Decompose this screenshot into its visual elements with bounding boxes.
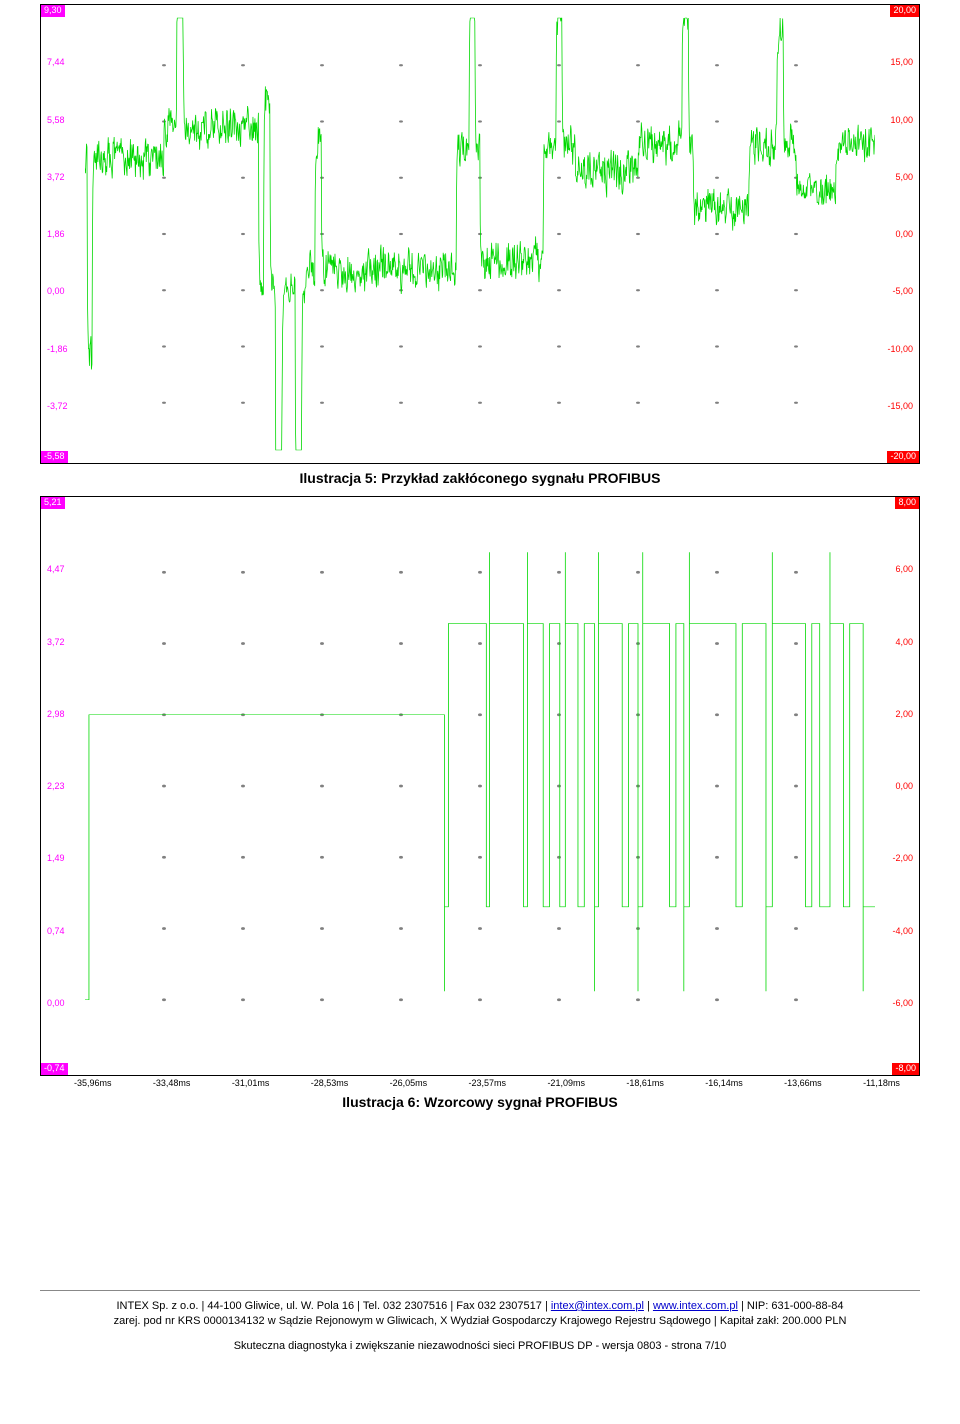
axis-tick-label: 10,00	[890, 115, 913, 125]
chart1-bottom-right-box: -20,00	[887, 451, 919, 463]
chart1-bottom-left-box: -5,58	[41, 451, 68, 463]
axis-tick-label: 5,58	[47, 115, 65, 125]
axis-tick-label: -21,09ms	[547, 1078, 585, 1088]
axis-tick-label: 4,00	[895, 637, 913, 647]
footer-email-link[interactable]: intex@intex.com.pl	[551, 1300, 644, 1312]
chart2-bottom-left-box: -0,74	[41, 1063, 68, 1075]
axis-tick-label: 7,44	[47, 57, 65, 67]
axis-tick-label: 1,86	[47, 229, 65, 239]
axis-tick-label: 15,00	[890, 57, 913, 67]
axis-tick-label: -15,00	[887, 401, 913, 411]
axis-tick-label: -33,48ms	[153, 1078, 191, 1088]
axis-tick-label: -28,53ms	[311, 1078, 349, 1088]
axis-tick-label: -6,00	[892, 998, 913, 1008]
axis-tick-label: 2,00	[895, 709, 913, 719]
axis-tick-label: -4,00	[892, 926, 913, 936]
axis-tick-label: 6,00	[895, 564, 913, 574]
axis-tick-label: 0,00	[895, 229, 913, 239]
chart2-top-left-box: 5,21	[41, 497, 65, 509]
chart-reference-signal: 5,21 -0,74 8,00 -8,00 4,47 3,72 2,98 2,23 1,…	[40, 496, 920, 1076]
axis-tick-label: -2,00	[892, 853, 913, 863]
axis-tick-label: -3,72	[47, 401, 68, 411]
axis-tick-label: -31,01ms	[232, 1078, 270, 1088]
chart2-x-ticks: -35,96ms -33,48ms -31,01ms -28,53ms -26,05ms…	[40, 1076, 920, 1088]
footer-text-1a: INTEX Sp. z o.o. | 44-100 Gliwice, ul. W…	[116, 1300, 550, 1312]
chart2-plot	[85, 501, 875, 1071]
axis-tick-label: -1,86	[47, 344, 68, 354]
axis-tick-label: 0,74	[47, 926, 65, 936]
footer-subline: Skuteczna diagnostyka i zwiększanie niez…	[40, 1339, 920, 1354]
axis-tick-label: 5,00	[895, 172, 913, 182]
axis-tick-label: 2,98	[47, 709, 65, 719]
page-footer: INTEX Sp. z o.o. | 44-100 Gliwice, ul. W…	[40, 1290, 920, 1354]
axis-tick-label: 0,00	[895, 781, 913, 791]
axis-tick-label: -5,00	[892, 286, 913, 296]
chart1-top-right-box: 20,00	[890, 5, 919, 17]
footer-text-1c: | NIP: 631-000-88-84	[741, 1300, 844, 1312]
axis-tick-label: -26,05ms	[390, 1078, 428, 1088]
footer-line1: INTEX Sp. z o.o. | 44-100 Gliwice, ul. W…	[40, 1299, 920, 1314]
chart2-top-right-box: 8,00	[895, 497, 919, 509]
caption-chart2: Ilustracja 6: Wzorcowy sygnał PROFIBUS	[40, 1094, 920, 1110]
axis-tick-label: 0,00	[47, 998, 65, 1008]
axis-tick-label: 2,23	[47, 781, 65, 791]
chart1-top-left-box: 9,30	[41, 5, 65, 17]
chart1-plot	[85, 9, 875, 459]
axis-tick-label: 3,72	[47, 637, 65, 647]
axis-tick-label: -16,14ms	[705, 1078, 743, 1088]
axis-tick-label: -35,96ms	[74, 1078, 112, 1088]
axis-tick-label: 4,47	[47, 564, 65, 574]
footer-line2: zarej. pod nr KRS 0000134132 w Sądzie Re…	[40, 1314, 920, 1329]
axis-tick-label: -11,18ms	[863, 1078, 900, 1088]
axis-tick-label: -23,57ms	[469, 1078, 507, 1088]
chart-noisy-signal: 9,30 -5,58 20,00 -20,00 7,44 5,58 3,72 1,86…	[40, 4, 920, 464]
caption-chart1: Ilustracja 5: Przykład zakłóconego sygna…	[40, 470, 920, 486]
axis-tick-label: 1,49	[47, 853, 65, 863]
axis-tick-label: 0,00	[47, 286, 65, 296]
axis-tick-label: -18,61ms	[626, 1078, 664, 1088]
axis-tick-label: 3,72	[47, 172, 65, 182]
axis-tick-label: -10,00	[887, 344, 913, 354]
chart2-bottom-right-box: -8,00	[892, 1063, 919, 1075]
footer-url-link[interactable]: www.intex.com.pl	[653, 1300, 738, 1312]
axis-tick-label: -13,66ms	[784, 1078, 822, 1088]
